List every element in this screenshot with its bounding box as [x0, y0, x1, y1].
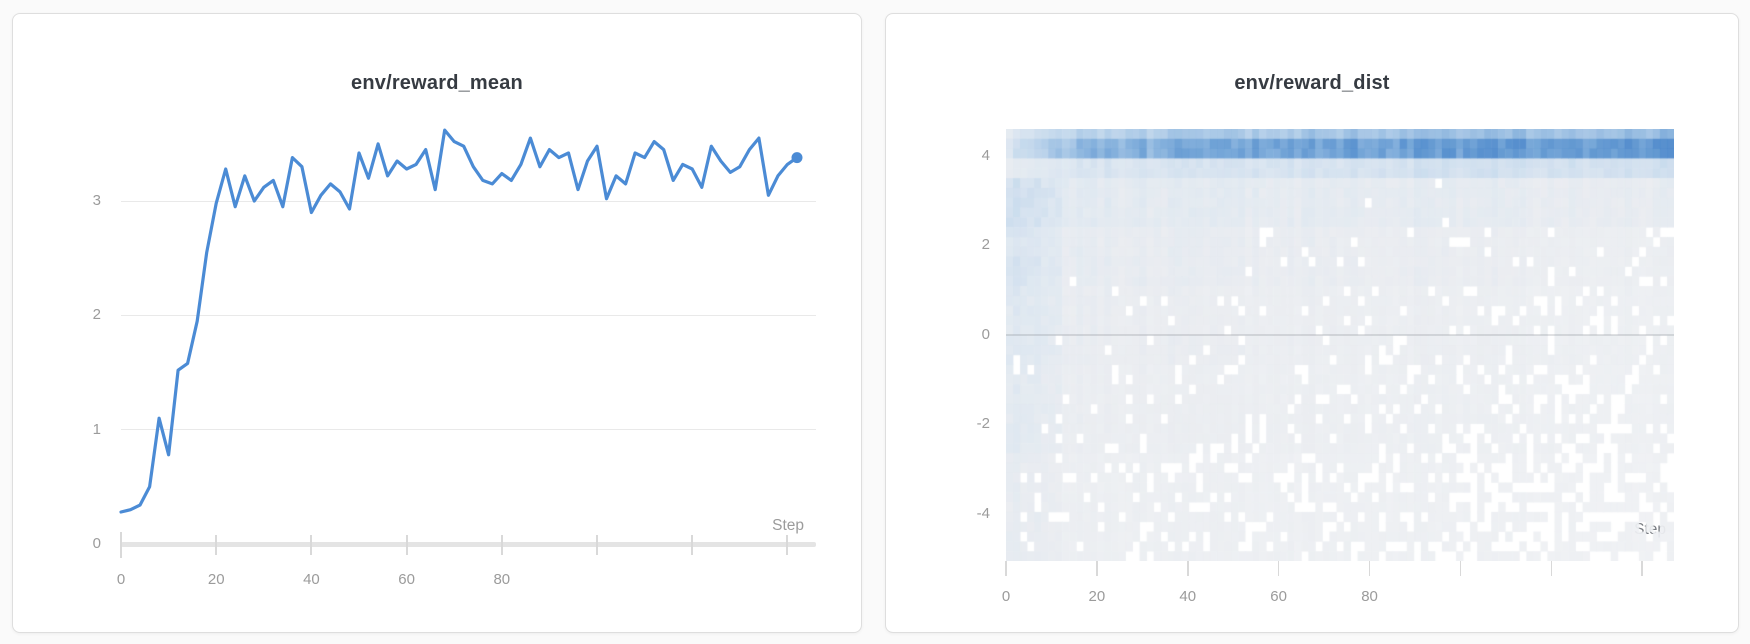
- panel-reward-mean[interactable]: env/reward_mean 0 1 2 3 0 20 40 60 80 Step: [12, 13, 862, 633]
- zero-grid-line: [1006, 333, 1674, 336]
- line-chart-plot-area[interactable]: 0 1 2 3 0 20 40 60 80 Step: [13, 14, 861, 632]
- x-tick-80: [500, 535, 503, 555]
- x-tick-140: [786, 535, 789, 555]
- grid-line-y-2: [121, 314, 816, 316]
- x-tick-20: [215, 535, 218, 555]
- x-tick-120: [1550, 561, 1553, 576]
- x-tick-label-20: 20: [1088, 588, 1106, 605]
- y-tick-label-3: 3: [92, 192, 101, 210]
- x-tick-0: [120, 532, 122, 558]
- x-tick-label-80: 80: [1361, 588, 1378, 605]
- x-tick-60: [405, 535, 408, 555]
- x-tick-140: [1641, 561, 1643, 576]
- y-tick-label-0: 0: [92, 535, 101, 552]
- x-tick-80: [1368, 561, 1371, 576]
- chart-title-reward-mean: env/reward_mean: [351, 72, 523, 94]
- line-series-svg: [119, 128, 803, 514]
- heatmap-plot-area[interactable]: 420-2-4020406080Step: [886, 14, 1738, 632]
- y-tick-label-1: 1: [92, 420, 101, 438]
- x-tick-label-60: 60: [398, 571, 415, 588]
- x-axis-title: Step: [772, 517, 804, 534]
- y-tick-label-0: 0: [981, 325, 990, 343]
- x-tick-20: [1096, 561, 1098, 576]
- y-tick-label-2: 2: [92, 306, 101, 324]
- reward-dist-heatmap-canvas[interactable]: [1006, 129, 1674, 561]
- x-axis-line: [121, 542, 816, 547]
- x-tick-label-60: 60: [1270, 588, 1287, 605]
- reward-mean-line: [119, 128, 799, 514]
- panel-reward-dist[interactable]: env/reward_dist 420-2-4020406080Step: [885, 13, 1739, 633]
- y-tick-label-4: 4: [981, 146, 990, 164]
- x-tick-120: [691, 535, 694, 555]
- last-point-marker: [791, 152, 803, 164]
- x-tick-40: [310, 535, 313, 555]
- x-tick-label-20: 20: [207, 571, 225, 588]
- y-tick-label--4: -4: [976, 504, 990, 522]
- chart-title-reward-dist: env/reward_dist: [1234, 72, 1390, 94]
- y-tick-label-2: 2: [981, 236, 990, 254]
- x-tick-40: [1187, 561, 1189, 576]
- x-tick-100: [1459, 561, 1462, 576]
- x-tick-0: [1005, 561, 1007, 576]
- x-tick-label-40: 40: [303, 571, 320, 588]
- y-tick-label--2: -2: [976, 415, 990, 433]
- grid-line-y-3: [121, 200, 816, 202]
- grid-line-y-1: [121, 429, 816, 431]
- x-tick-100: [596, 535, 599, 555]
- x-tick-label-80: 80: [493, 571, 511, 588]
- x-tick-label-40: 40: [1179, 588, 1197, 605]
- x-tick-label-0: 0: [116, 571, 126, 588]
- x-tick-label-0: 0: [1001, 588, 1011, 605]
- x-tick-60: [1277, 561, 1280, 576]
